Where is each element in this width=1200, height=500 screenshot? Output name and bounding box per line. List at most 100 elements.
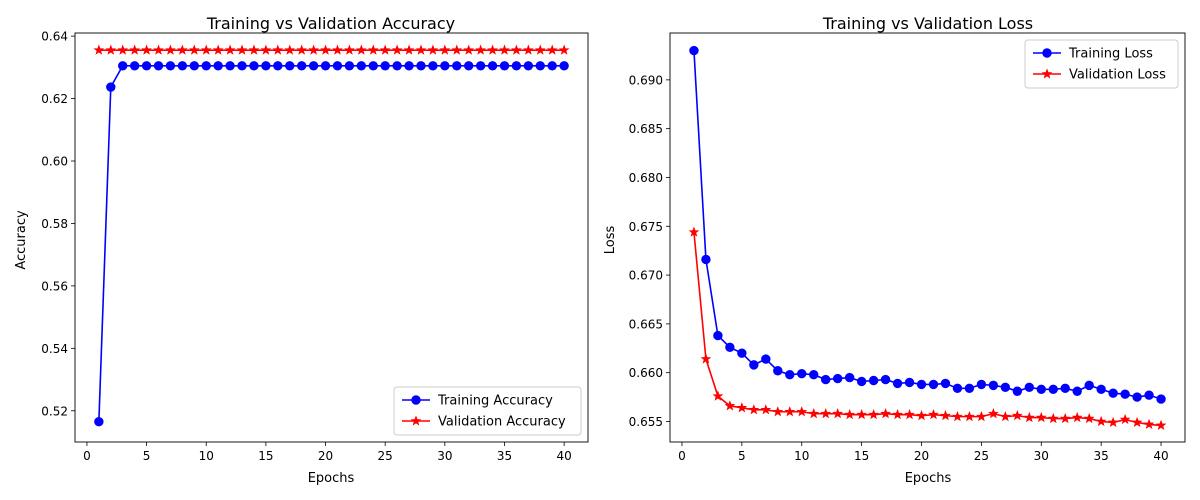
training-loss-point	[785, 369, 795, 380]
validation-loss-point	[1059, 412, 1071, 424]
validation-accuracy-point	[415, 44, 427, 55]
loss-legend: Training Loss Validation Loss	[1024, 39, 1179, 89]
training-loss-point	[1132, 392, 1142, 402]
training-accuracy-point	[118, 61, 128, 71]
training-loss-point	[844, 372, 855, 383]
validation-accuracy-point	[475, 44, 487, 55]
accuracy-y-tick-label: 0.52	[41, 404, 68, 418]
training-accuracy-point	[165, 61, 176, 71]
training-accuracy-point	[380, 61, 390, 71]
validation-accuracy-point	[236, 44, 248, 55]
training-loss-point	[1156, 394, 1166, 404]
accuracy-x-tick-label: 15	[258, 449, 273, 463]
validation-loss-point	[880, 408, 891, 419]
training-loss-point	[832, 373, 843, 384]
validation-accuracy-point	[320, 44, 331, 55]
loss-axes-frame	[669, 32, 1186, 443]
validation-accuracy-point	[141, 44, 152, 55]
validation-accuracy-point	[93, 44, 105, 55]
training-accuracy-point	[559, 61, 569, 71]
accuracy-chart-title: Training vs Validation Accuracy	[206, 14, 455, 33]
accuracy-y-tick-label: 0.64	[41, 30, 68, 44]
validation-loss-point	[856, 409, 868, 420]
loss-x-tick-label: 20	[914, 449, 929, 463]
validation-loss-point	[820, 408, 832, 419]
training-accuracy-point	[440, 61, 450, 71]
loss-y-tick-label: 0.655	[629, 415, 663, 429]
validation-accuracy-point	[176, 44, 188, 55]
validation-accuracy-point	[534, 44, 546, 55]
validation-loss-point	[796, 406, 808, 417]
training-loss-point	[1144, 390, 1154, 400]
training-accuracy-point	[332, 61, 343, 71]
training-loss-point	[689, 45, 699, 56]
training-accuracy-point	[153, 61, 164, 71]
training-accuracy-point	[463, 61, 474, 71]
training-accuracy-point	[356, 61, 367, 71]
validation-loss-point	[736, 402, 748, 413]
validation-loss-point	[724, 400, 736, 411]
training-accuracy-point	[285, 61, 295, 71]
training-accuracy-point	[511, 61, 522, 71]
training-accuracy-point	[141, 61, 152, 71]
accuracy-x-tick-label: 20	[318, 449, 333, 463]
validation-accuracy-point	[391, 44, 403, 55]
accuracy-axes-frame	[74, 32, 589, 443]
validation-loss-legend-marker	[1041, 68, 1053, 79]
accuracy-x-tick-label: 40	[556, 449, 571, 463]
accuracy-y-axis-label: Accuracy	[14, 210, 29, 270]
validation-loss-point	[1107, 416, 1119, 428]
validation-accuracy-point	[499, 44, 510, 55]
validation-loss-point	[999, 410, 1011, 422]
training-accuracy-point	[308, 61, 319, 71]
validation-loss-point	[1011, 409, 1023, 421]
validation-accuracy-point	[248, 44, 260, 55]
validation-loss-point	[940, 409, 951, 421]
validation-loss-point	[1155, 419, 1167, 430]
validation-loss-point	[748, 404, 760, 415]
validation-accuracy-point	[355, 44, 367, 55]
validation-accuracy-point	[284, 44, 296, 55]
loss-y-tick-label: 0.680	[629, 171, 663, 185]
training-accuracy-point	[201, 61, 211, 71]
validation-accuracy-point	[272, 44, 284, 55]
loss-plot-area: 0 5 10 15 20 25 30 35 40 0.655 0.660 0.665 0.670 0.67…	[629, 32, 1186, 463]
training-accuracy-point	[225, 61, 235, 71]
validation-accuracy-point	[296, 44, 308, 55]
training-loss-line	[693, 50, 1162, 400]
validation-loss-point	[1143, 418, 1155, 430]
training-loss-point	[892, 378, 903, 389]
loss-y-tick-label: 0.685	[629, 122, 663, 136]
training-loss-point	[1048, 384, 1058, 394]
validation-accuracy-point	[129, 44, 141, 55]
training-accuracy-point	[344, 61, 355, 71]
training-accuracy-point	[547, 61, 557, 71]
accuracy-x-tick-label: 35	[497, 449, 512, 463]
validation-accuracy-point	[522, 44, 534, 55]
validation-loss-point	[976, 410, 987, 422]
training-loss-point	[1096, 384, 1106, 394]
training-accuracy-line	[98, 64, 565, 422]
validation-loss-point	[784, 406, 796, 417]
accuracy-plot-area: 0 5 10 15 20 25 30 35 40 0.52 0.54 0.56 0.58 0.60 0.62…	[41, 30, 589, 463]
training-accuracy-point	[499, 61, 510, 71]
validation-loss-point	[952, 410, 963, 422]
validation-loss-line	[693, 232, 1162, 427]
validation-accuracy-point	[487, 44, 498, 55]
loss-y-axis-label: Loss	[603, 226, 618, 255]
loss-y-tick-label: 0.665	[629, 317, 663, 331]
validation-loss-point	[844, 409, 856, 420]
validation-loss-point	[688, 226, 700, 237]
training-loss-point	[1072, 386, 1082, 396]
accuracy-x-tick-label: 5	[143, 449, 151, 463]
training-accuracy-point	[177, 61, 188, 71]
validation-accuracy-point	[153, 44, 164, 55]
validation-loss-point	[712, 390, 724, 401]
validation-accuracy-point	[344, 44, 355, 55]
validation-loss-point	[1047, 412, 1059, 424]
validation-loss-point	[1071, 411, 1083, 423]
validation-loss-point	[760, 404, 772, 415]
loss-x-tick-label: 0	[678, 449, 686, 463]
loss-y-tick-label: 0.690	[629, 73, 663, 87]
